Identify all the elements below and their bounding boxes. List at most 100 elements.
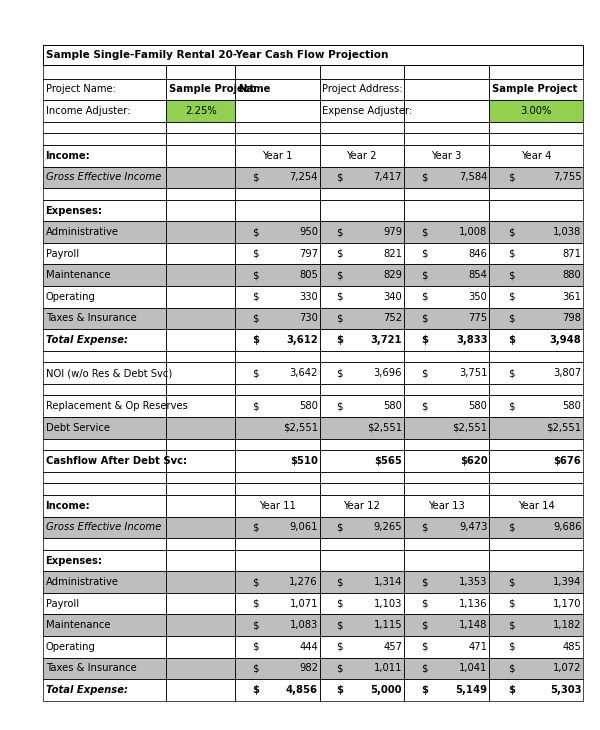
Bar — [43, 384, 166, 396]
Text: Year 1: Year 1 — [262, 151, 293, 161]
Bar — [166, 636, 235, 658]
Text: $: $ — [337, 227, 343, 237]
Text: 871: 871 — [562, 249, 581, 258]
Bar — [489, 658, 583, 679]
Text: Name: Name — [238, 85, 270, 94]
Text: Taxes & Insurance: Taxes & Insurance — [46, 313, 136, 323]
Text: 3,642: 3,642 — [290, 368, 318, 378]
Text: $: $ — [508, 523, 515, 532]
Bar — [489, 100, 583, 122]
Bar — [320, 264, 404, 286]
Bar — [43, 286, 166, 307]
Text: 2.25%: 2.25% — [185, 106, 217, 116]
Text: 1,148: 1,148 — [459, 620, 487, 630]
Bar — [166, 483, 235, 495]
Bar — [489, 166, 583, 188]
Text: $: $ — [508, 172, 515, 182]
Bar — [235, 122, 320, 134]
Bar — [404, 593, 489, 615]
Text: Administrative: Administrative — [46, 227, 119, 237]
Bar — [404, 636, 489, 658]
Bar — [320, 572, 404, 593]
Text: $: $ — [508, 313, 515, 323]
Bar — [166, 472, 235, 483]
Bar — [43, 264, 166, 286]
Bar — [43, 615, 166, 636]
Text: Sample Project: Sample Project — [491, 85, 577, 94]
Text: 9,473: 9,473 — [459, 523, 487, 532]
Text: 982: 982 — [299, 664, 318, 673]
Text: $: $ — [337, 523, 343, 532]
Bar — [489, 550, 583, 572]
Bar — [166, 100, 235, 122]
Bar — [166, 658, 235, 679]
Bar — [404, 384, 489, 396]
Text: $: $ — [337, 685, 343, 695]
Bar — [43, 550, 166, 572]
Text: 1,353: 1,353 — [459, 577, 487, 587]
Bar — [235, 417, 320, 439]
Bar — [489, 439, 583, 450]
Bar — [235, 679, 320, 701]
Bar — [235, 658, 320, 679]
Text: 1,008: 1,008 — [459, 227, 487, 237]
Bar — [320, 264, 404, 286]
Bar — [404, 362, 489, 384]
Text: 752: 752 — [383, 313, 402, 323]
Bar — [235, 134, 320, 145]
Text: 805: 805 — [299, 270, 318, 280]
Bar — [166, 384, 235, 396]
Text: $: $ — [252, 292, 259, 301]
Bar — [404, 679, 489, 701]
Text: 350: 350 — [469, 292, 487, 301]
Bar — [489, 450, 583, 472]
Bar — [166, 166, 235, 188]
Bar — [489, 188, 583, 200]
Bar — [404, 538, 489, 550]
Text: $620: $620 — [460, 456, 487, 466]
Text: 1,115: 1,115 — [373, 620, 402, 630]
Bar — [166, 79, 235, 100]
Bar — [404, 550, 489, 572]
Bar — [235, 362, 320, 384]
Bar — [404, 517, 489, 538]
Bar — [166, 122, 235, 134]
Text: $: $ — [252, 664, 259, 673]
Bar — [404, 79, 489, 100]
Bar — [43, 658, 166, 679]
Bar — [166, 572, 235, 593]
Text: Operating: Operating — [46, 292, 95, 301]
Bar — [404, 134, 489, 145]
Bar — [43, 122, 166, 134]
Bar — [235, 221, 320, 243]
Bar — [320, 450, 404, 472]
Bar — [166, 188, 235, 200]
Bar — [404, 350, 489, 362]
Text: $: $ — [421, 599, 427, 609]
Text: Payroll: Payroll — [46, 599, 79, 609]
Bar — [320, 221, 404, 243]
Bar — [43, 495, 166, 517]
Text: $: $ — [337, 642, 343, 652]
Bar — [43, 166, 166, 188]
Text: $: $ — [508, 292, 515, 301]
Text: Debt Service: Debt Service — [46, 423, 110, 433]
Text: $: $ — [252, 599, 259, 609]
Bar — [166, 658, 235, 679]
Text: 1,103: 1,103 — [374, 599, 402, 609]
Text: $: $ — [337, 249, 343, 258]
Text: 1,276: 1,276 — [289, 577, 318, 587]
Bar — [166, 593, 235, 615]
Bar — [320, 439, 404, 450]
Text: 797: 797 — [299, 249, 318, 258]
Bar — [166, 264, 235, 286]
Bar — [320, 350, 404, 362]
Text: Replacement & Op Reserves: Replacement & Op Reserves — [46, 402, 187, 411]
Bar — [320, 636, 404, 658]
Text: 1,314: 1,314 — [374, 577, 402, 587]
Bar — [43, 307, 166, 329]
Bar — [235, 286, 320, 307]
Text: 1,041: 1,041 — [459, 664, 487, 673]
Bar — [235, 329, 320, 350]
Bar — [320, 517, 404, 538]
